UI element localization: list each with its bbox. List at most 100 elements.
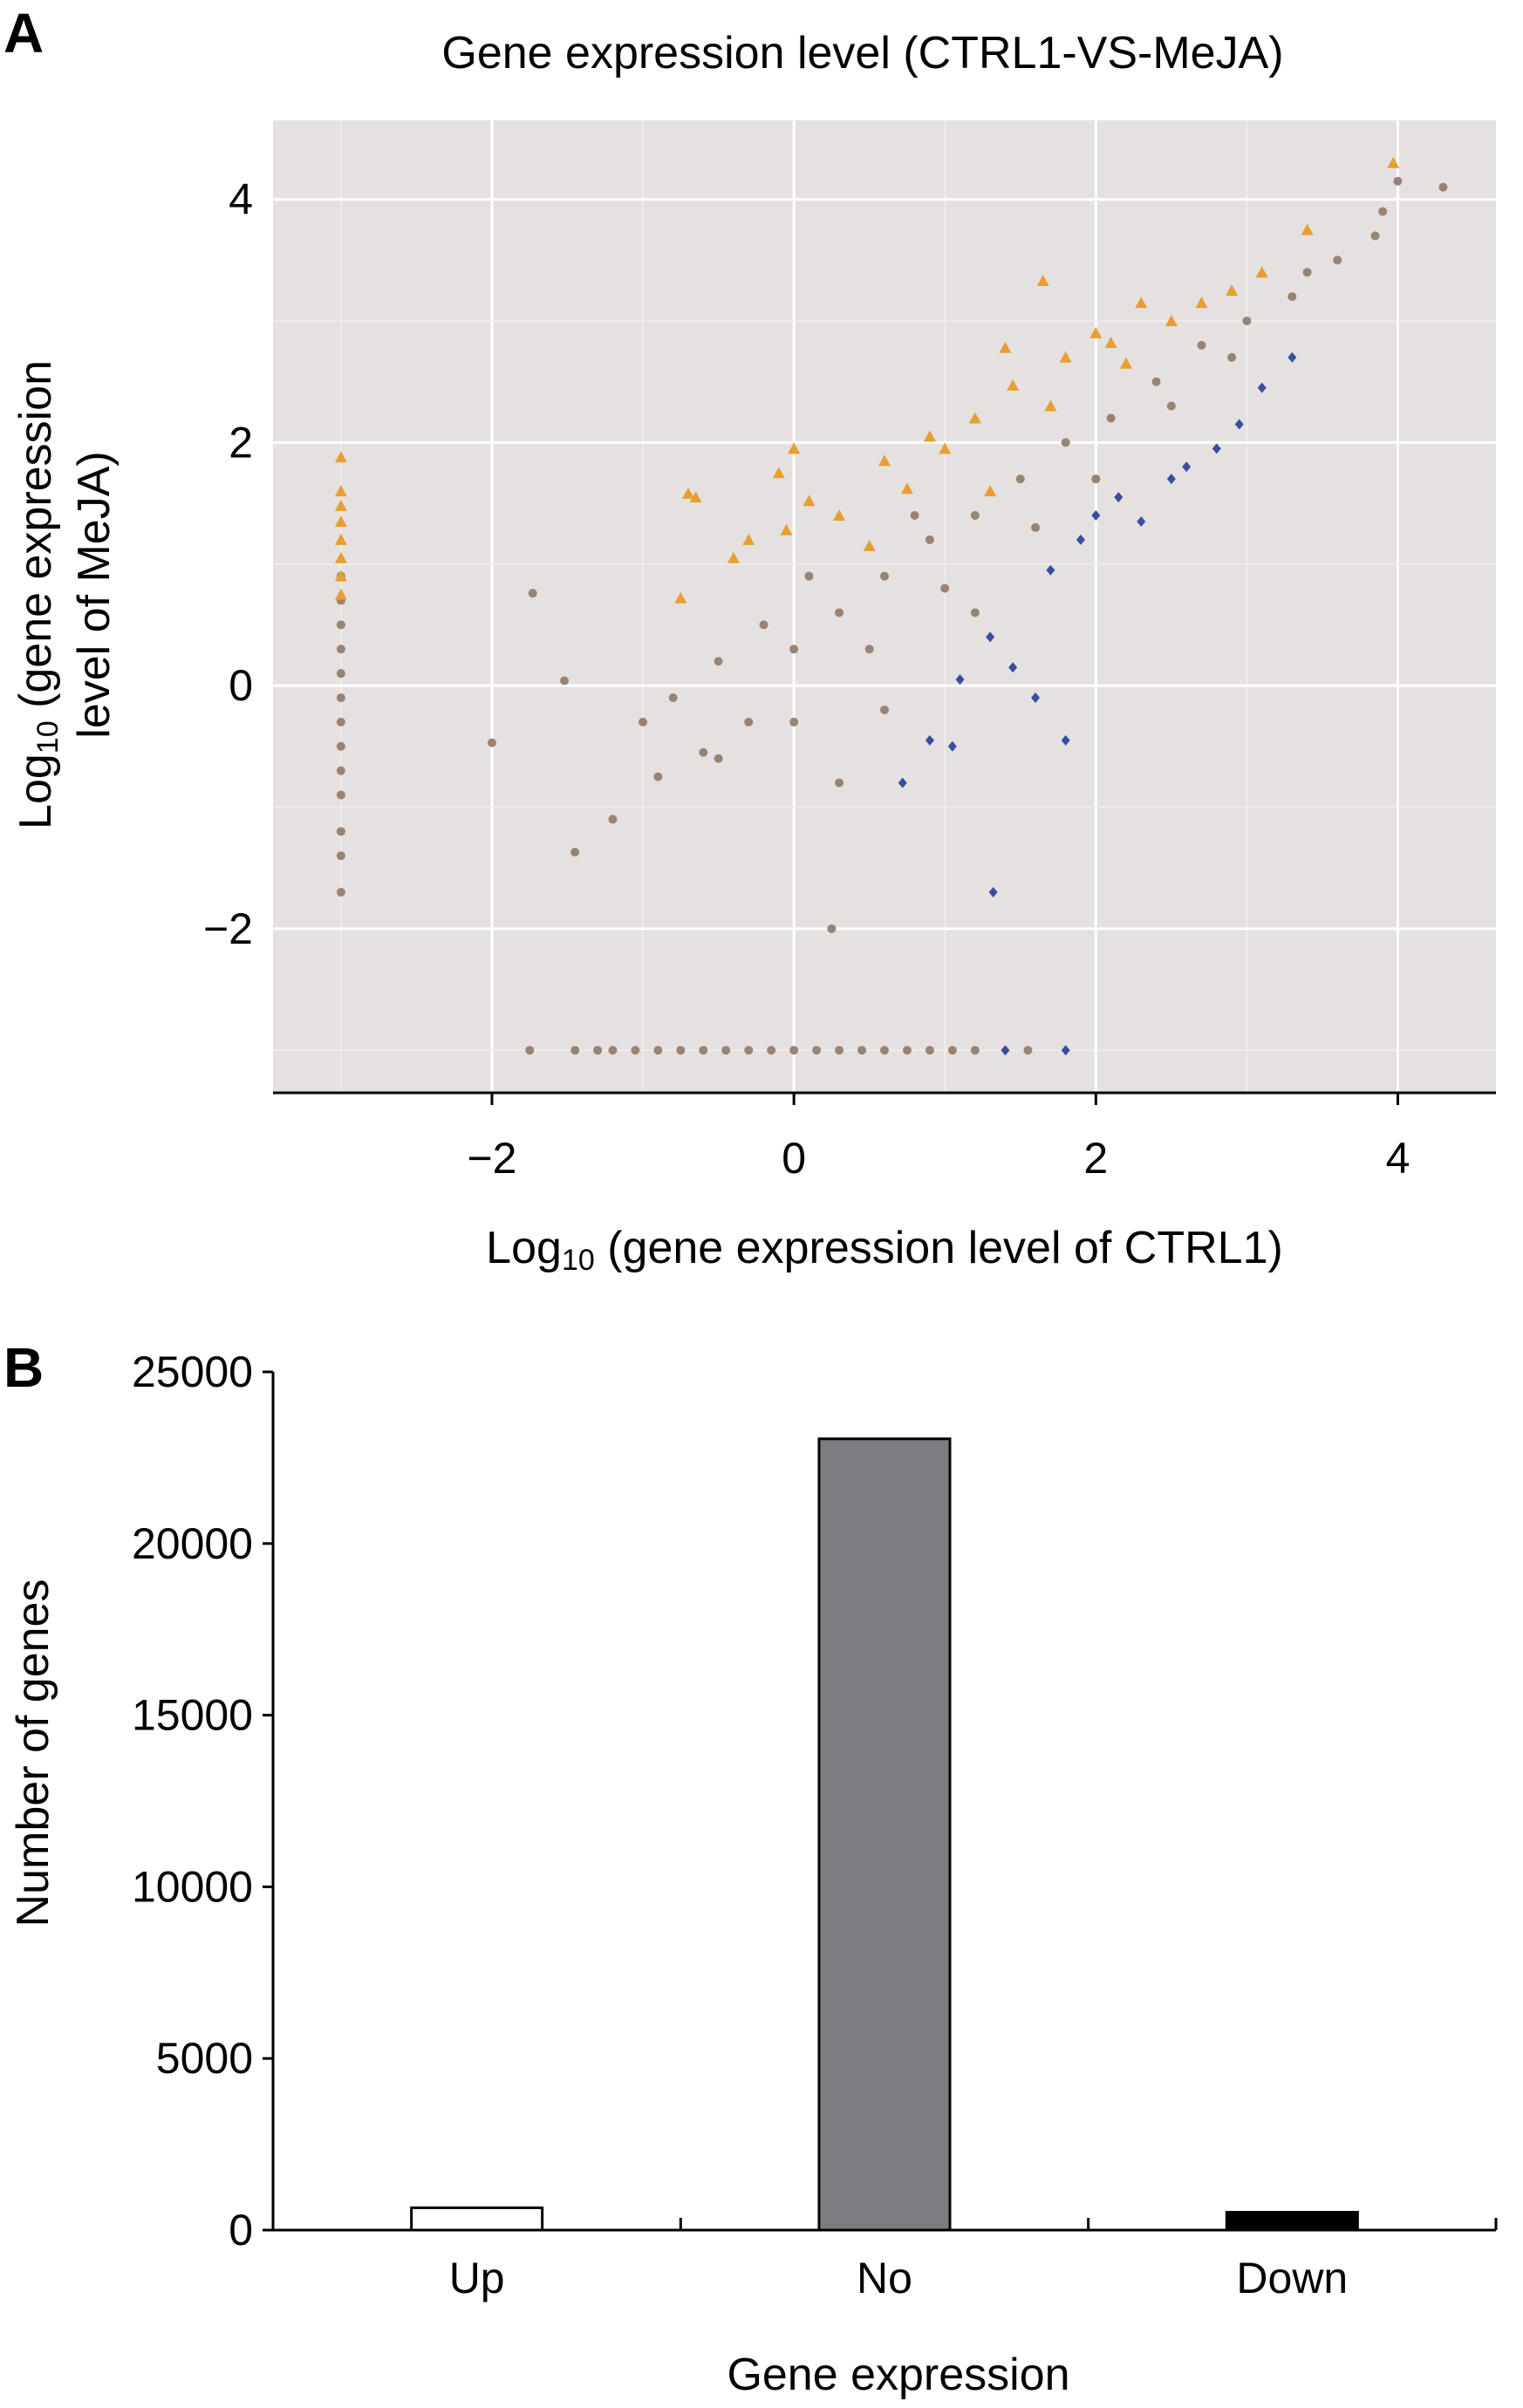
scatter-point — [1378, 207, 1388, 216]
scatter-point-up — [780, 523, 793, 535]
scatter-point — [1106, 413, 1116, 423]
scatter-point-up — [1059, 351, 1072, 363]
scatter-point — [880, 1046, 889, 1055]
scatter-point — [336, 888, 345, 897]
scatter-point — [608, 815, 618, 824]
scatter-point — [1227, 352, 1237, 362]
scatter-point — [1287, 292, 1297, 302]
scatter-point-up — [1104, 337, 1117, 349]
scatter-point-up — [727, 551, 740, 563]
scatter-point-up — [968, 412, 981, 424]
scatter-point-down — [1166, 474, 1176, 485]
scatter-x-label-suffix: (gene expression level of CTRL1) — [595, 1223, 1283, 1273]
scatter-point-down — [1137, 515, 1146, 527]
scatter-point — [880, 571, 889, 581]
scatter-point-down — [1076, 534, 1086, 545]
scatter-point — [336, 620, 345, 630]
scatter-y-tick-label: 4 — [229, 175, 253, 224]
scatter-point-up — [334, 499, 347, 511]
bar-x-ticks: Up No Down — [449, 2218, 1498, 2302]
scatter-x-tick-label: 0 — [782, 1134, 806, 1183]
scatter-point-down — [947, 740, 957, 752]
scatter-point-up — [1387, 156, 1400, 168]
scatter-point-down — [1212, 443, 1221, 454]
scatter-point — [336, 669, 345, 679]
bar-y-tick-label: 10000 — [132, 1862, 253, 1911]
bar-x-tick-label: Down — [1236, 2254, 1348, 2302]
scatter-point — [721, 1046, 731, 1055]
scatter-point — [1393, 176, 1403, 186]
scatter-point — [608, 1046, 618, 1055]
bar-y-tick-label: 25000 — [132, 1347, 253, 1396]
scatter-title: Gene expression level (CTRL1-VS-MeJA) — [441, 28, 1283, 78]
scatter-point-up — [999, 341, 1012, 353]
scatter-point-down — [1061, 1045, 1070, 1056]
scatter-point — [336, 645, 345, 654]
panel-a-scatter-chart: A Gene expression level (CTRL1-VS-MeJA) … — [3, 2, 1496, 1277]
scatter-y-tick-label: 2 — [229, 418, 253, 467]
scatter-point-up — [1255, 266, 1268, 278]
scatter-point — [336, 766, 345, 775]
bar-x-tick-label: Up — [449, 2254, 505, 2302]
scatter-point — [1023, 1046, 1033, 1055]
bar-y-tick-label: 20000 — [132, 1519, 253, 1568]
scatter-point — [336, 851, 345, 861]
scatter-x-tick-label: 4 — [1386, 1134, 1410, 1183]
bar-down — [1225, 2211, 1359, 2232]
scatter-point — [1197, 340, 1206, 350]
scatter-point-down — [898, 777, 907, 788]
scatter-point-up — [1301, 223, 1314, 235]
scatter-point — [699, 747, 708, 757]
scatter-gridlines — [273, 120, 1496, 1093]
scatter-point — [1061, 438, 1070, 447]
scatter-point-up — [788, 442, 801, 454]
scatter-x-tick-label: −2 — [467, 1134, 516, 1183]
scatter-point — [759, 620, 768, 630]
scatter-x-label-prefix: Log — [486, 1223, 562, 1273]
scatter-point — [1151, 377, 1161, 386]
scatter-point-down — [1091, 509, 1101, 521]
scatter-point-up — [334, 451, 347, 463]
scatter-point — [744, 717, 754, 726]
scatter-point — [487, 738, 496, 747]
scatter-point-up — [802, 495, 816, 507]
scatter-point — [789, 645, 799, 654]
bar-y-axis-label: Number of genes — [8, 1579, 58, 1927]
scatter-y-label-prefix: Log — [10, 754, 61, 829]
scatter-point-up — [681, 487, 694, 499]
panel-b-bar-chart: B 0 5000 10000 15000 20000 25000 Up No Down Gen… — [3, 1336, 1498, 2400]
panel-b-letter: B — [3, 1336, 44, 1399]
scatter-point — [714, 754, 723, 763]
bar-y-tick-label: 0 — [229, 2206, 253, 2255]
scatter-y-axis-label-line2: level of MeJA) — [69, 451, 120, 738]
scatter-point — [1333, 256, 1342, 265]
scatter-point-down — [1182, 461, 1192, 473]
scatter-point-up — [1164, 314, 1178, 326]
scatter-y-tick-label: −2 — [203, 904, 253, 953]
scatter-points — [334, 156, 1448, 1056]
scatter-point — [1091, 474, 1101, 484]
scatter-point-down — [1031, 692, 1041, 704]
scatter-point — [1166, 401, 1176, 411]
scatter-point-up — [1135, 297, 1148, 309]
bar-x-axis-label: Gene expression — [727, 2350, 1069, 2400]
scatter-point-down — [925, 734, 934, 746]
scatter-point-down — [955, 674, 965, 686]
scatter-point-up — [334, 570, 347, 582]
bar-series — [410, 1437, 1359, 2232]
scatter-point — [940, 583, 950, 593]
scatter-point-up — [833, 508, 846, 521]
scatter-point-up — [334, 533, 347, 545]
scatter-point-up — [772, 467, 785, 479]
scatter-point-up — [984, 485, 997, 497]
scatter-point — [970, 510, 980, 520]
scatter-point — [857, 1046, 867, 1055]
scatter-point — [528, 589, 537, 598]
scatter-point — [676, 1046, 686, 1055]
scatter-point-up — [1119, 357, 1132, 369]
scatter-point-up — [689, 491, 702, 503]
scatter-point — [804, 571, 814, 581]
scatter-point-down — [1287, 351, 1297, 363]
scatter-point-up — [878, 454, 891, 467]
